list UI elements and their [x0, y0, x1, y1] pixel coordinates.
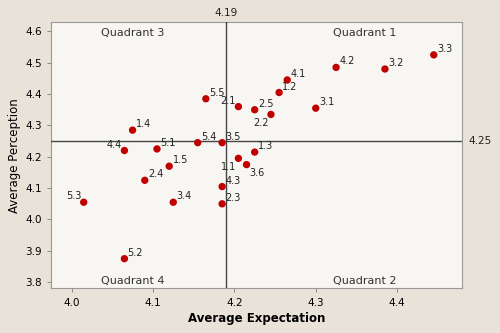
Point [234, 104, 242, 109]
Point [128, 128, 136, 133]
Point [218, 201, 226, 206]
Text: 5.4: 5.4 [201, 132, 216, 142]
Point [234, 156, 242, 161]
Point [430, 52, 438, 58]
Point [218, 140, 226, 145]
Text: Quadrant 4: Quadrant 4 [101, 276, 164, 286]
Text: 3.1: 3.1 [319, 97, 334, 107]
Text: Quadrant 2: Quadrant 2 [333, 276, 396, 286]
Point [141, 177, 149, 183]
Point [170, 199, 177, 205]
Text: 3.4: 3.4 [176, 191, 192, 201]
X-axis label: Average Expectation: Average Expectation [188, 312, 326, 325]
Text: 2.5: 2.5 [258, 99, 274, 109]
Point [283, 77, 291, 83]
Text: 3.6: 3.6 [250, 168, 265, 178]
Text: 1.1: 1.1 [220, 162, 236, 172]
Point [165, 164, 173, 169]
Point [218, 184, 226, 189]
Text: 5.2: 5.2 [128, 248, 143, 258]
Text: 5.5: 5.5 [209, 88, 224, 98]
Text: 2.4: 2.4 [148, 169, 164, 179]
Text: 4.1: 4.1 [290, 69, 306, 79]
Text: 4.3: 4.3 [226, 175, 240, 185]
Text: 2.1: 2.1 [220, 96, 236, 106]
Y-axis label: Average Perception: Average Perception [8, 98, 22, 212]
Text: 1.4: 1.4 [136, 119, 151, 129]
Point [80, 199, 88, 205]
Text: 5.1: 5.1 [160, 138, 176, 148]
Point [250, 150, 258, 155]
Text: 2.3: 2.3 [226, 193, 240, 203]
Text: 4.19: 4.19 [214, 8, 238, 18]
Text: Quadrant 1: Quadrant 1 [333, 28, 396, 38]
Text: 2.2: 2.2 [253, 118, 268, 128]
Point [381, 66, 389, 72]
Point [250, 107, 258, 113]
Text: Quadrant 3: Quadrant 3 [101, 28, 164, 38]
Text: 4.4: 4.4 [106, 140, 122, 150]
Text: 3.5: 3.5 [226, 132, 240, 142]
Text: 1.5: 1.5 [172, 155, 188, 165]
Text: 1.3: 1.3 [258, 141, 273, 151]
Point [242, 162, 250, 167]
Text: 3.3: 3.3 [437, 44, 452, 54]
Point [312, 106, 320, 111]
Text: 4.25: 4.25 [469, 136, 492, 146]
Point [120, 148, 128, 153]
Point [202, 96, 210, 102]
Point [275, 90, 283, 95]
Text: 1.2: 1.2 [282, 82, 298, 92]
Point [120, 256, 128, 261]
Text: 5.3: 5.3 [66, 191, 82, 201]
Text: 4.2: 4.2 [340, 57, 354, 67]
Point [332, 65, 340, 70]
Point [267, 112, 275, 117]
Point [194, 140, 202, 145]
Point [153, 146, 161, 152]
Text: 3.2: 3.2 [388, 58, 404, 68]
